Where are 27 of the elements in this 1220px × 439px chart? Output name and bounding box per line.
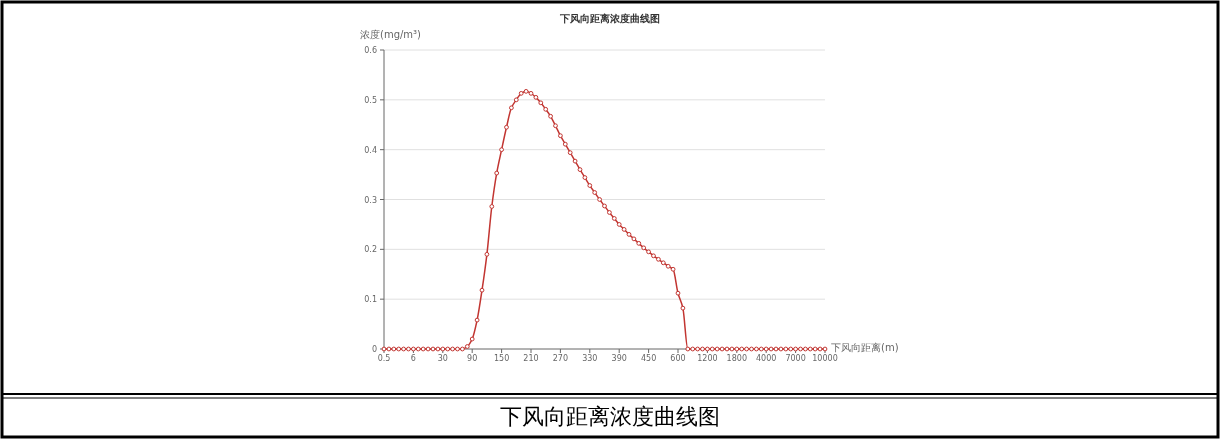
x-tick-label: 600 <box>670 354 686 363</box>
x-tick-label: 150 <box>493 354 510 363</box>
x-tick-label: 6 <box>410 354 416 363</box>
text: 下风向距离浓度曲线图 <box>500 404 720 429</box>
x-tick-label: 270 <box>552 354 569 363</box>
x-tick-label: 0.5 <box>377 354 391 363</box>
y-tick-label: 0 <box>371 345 377 354</box>
x-tick-label: 4000 <box>756 354 777 363</box>
y-tick-label: 0.5 <box>364 95 377 105</box>
y-tick-label: 0.2 <box>364 245 377 255</box>
x-tick-label: 450 <box>640 354 657 363</box>
x-tick-label: 30 <box>437 354 448 363</box>
chart-title: 下风向距离浓度曲线图 <box>559 13 660 24</box>
x-tick-label: 1800 <box>726 354 747 363</box>
y-axis-title: 浓度(mg/m³) <box>360 29 422 40</box>
x-tick-label: 210 <box>523 354 539 363</box>
y-tick-label: 0.6 <box>364 46 377 55</box>
x-tick-label: 1200 <box>697 354 718 363</box>
x-tick-label: 330 <box>582 354 598 363</box>
x-tick-label: 390 <box>611 354 627 363</box>
y-tick-label: 0.4 <box>364 145 377 155</box>
x-tick-label: 7000 <box>785 354 806 363</box>
x-tick-label: 10000 <box>812 354 838 363</box>
x-tick-label: 90 <box>467 354 478 363</box>
y-tick-label: 0.1 <box>364 295 377 305</box>
y-tick-label: 0.3 <box>364 195 377 205</box>
x-axis-title: 下风向距离(m) <box>831 342 899 353</box>
